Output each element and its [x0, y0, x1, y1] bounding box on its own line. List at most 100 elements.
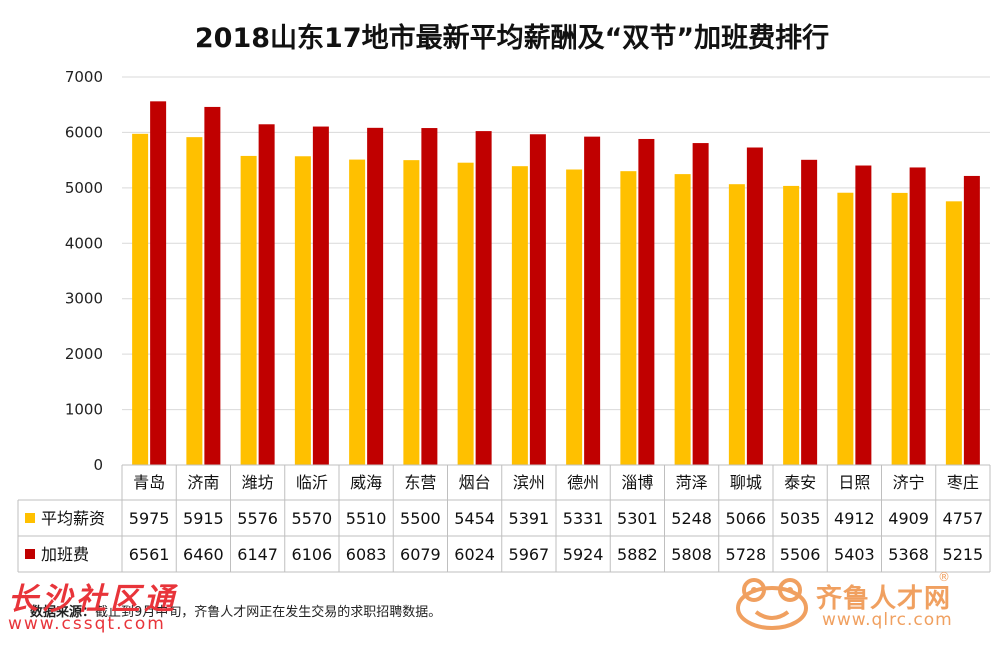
- category-label: 烟台: [459, 473, 491, 492]
- legend-label: 平均薪资: [41, 509, 105, 528]
- bar-salary: [783, 185, 800, 465]
- bar-overtime: [746, 147, 763, 466]
- category-label: 威海: [350, 473, 382, 492]
- category-label: 日照: [838, 473, 870, 492]
- bars: [132, 101, 980, 466]
- category-label: 泰安: [784, 473, 816, 492]
- bar-overtime: [421, 128, 438, 465]
- data-label: 4757: [943, 509, 984, 528]
- data-label: 5403: [834, 545, 875, 564]
- bar-overtime: [475, 131, 492, 466]
- bar-overtime: [801, 159, 818, 465]
- data-label: 5967: [509, 545, 550, 564]
- data-label: 5331: [563, 509, 604, 528]
- category-label: 淄博: [621, 473, 653, 492]
- bar-overtime: [150, 101, 167, 466]
- data-label: 5215: [943, 545, 984, 564]
- category-label: 青岛: [133, 473, 165, 492]
- watermark-right-url: www.qlrc.com: [822, 610, 953, 630]
- bar-salary: [891, 192, 908, 466]
- data-label: 6147: [237, 545, 278, 564]
- y-tick-label: 0: [93, 456, 103, 474]
- data-label: 5915: [183, 509, 224, 528]
- bar-overtime: [204, 106, 221, 465]
- data-label: 5570: [292, 509, 333, 528]
- data-label: 5500: [400, 509, 441, 528]
- bar-salary: [403, 160, 420, 465]
- source-text: 截止到9月中旬，齐鲁人才网正在发生交易的求职招聘数据。: [95, 605, 442, 620]
- y-tick-label: 4000: [65, 234, 103, 252]
- category-label: 济南: [187, 473, 219, 492]
- data-label: 5506: [780, 545, 821, 564]
- data-label: 4909: [888, 509, 929, 528]
- legend-label: 加班费: [41, 545, 89, 564]
- data-label: 5301: [617, 509, 658, 528]
- data-label: 5248: [671, 509, 712, 528]
- bar-overtime: [312, 126, 329, 465]
- legend-swatch: [25, 549, 35, 559]
- data-label: 5576: [237, 509, 278, 528]
- data-label: 5728: [726, 545, 767, 564]
- source-label: 数据来源：: [30, 605, 96, 620]
- y-tick-label: 7000: [65, 68, 103, 86]
- watermark-left-url: www.cssqt.com: [8, 614, 166, 634]
- category-label: 菏泽: [676, 473, 708, 492]
- category-label: 聊城: [730, 473, 762, 492]
- bar-salary: [511, 166, 528, 465]
- y-axis: 0 1000 2000 3000 4000 5000 6000 7000: [65, 68, 103, 474]
- chart-title: 2018山东17地市最新平均薪酬及“双节”加班费排行: [195, 22, 829, 54]
- data-label: 6024: [454, 545, 495, 564]
- bar-salary: [566, 169, 583, 465]
- watermark-left-name: 长沙社区通: [8, 582, 178, 617]
- bar-salary: [620, 171, 637, 465]
- data-label: 5882: [617, 545, 658, 564]
- y-tick-label: 5000: [65, 179, 103, 197]
- data-label: 6460: [183, 545, 224, 564]
- category-label: 东营: [404, 473, 436, 492]
- bar-salary: [837, 192, 854, 465]
- data-label: 6106: [292, 545, 333, 564]
- bar-overtime: [855, 165, 872, 466]
- bar-overtime: [258, 124, 275, 465]
- bar-overtime: [584, 136, 601, 465]
- frog-logo-icon: [736, 578, 808, 630]
- registered-mark: ®: [938, 570, 950, 584]
- legend-swatch: [25, 513, 35, 523]
- y-tick-label: 3000: [65, 290, 103, 308]
- data-label: 5368: [888, 545, 929, 564]
- data-label: 6079: [400, 545, 441, 564]
- bar-salary: [728, 184, 745, 465]
- category-label: 枣庄: [947, 473, 979, 492]
- bar-overtime: [692, 143, 709, 465]
- watermark-right: 齐鲁人才网 www.qlrc.com ®: [732, 570, 992, 634]
- bar-salary: [132, 133, 149, 466]
- bar-salary: [240, 155, 257, 465]
- data-label: 5510: [346, 509, 387, 528]
- y-tick-label: 2000: [65, 345, 103, 363]
- data-label: 5808: [671, 545, 712, 564]
- data-label: 5391: [509, 509, 550, 528]
- category-label: 滨州: [513, 473, 545, 492]
- bar-salary: [186, 137, 203, 465]
- data-label: 6561: [129, 545, 170, 564]
- data-label: 4912: [834, 509, 875, 528]
- y-tick-label: 6000: [65, 123, 103, 141]
- bar-salary: [945, 201, 962, 465]
- data-label: 5035: [780, 509, 821, 528]
- bar-salary: [349, 159, 366, 466]
- data-label: 5066: [726, 509, 767, 528]
- source-note: 数据来源：截止到9月中旬，齐鲁人才网正在发生交易的求职招聘数据。: [30, 601, 441, 620]
- data-label: 6083: [346, 545, 387, 564]
- bar-salary: [457, 162, 474, 465]
- bar-salary: [674, 174, 691, 466]
- category-label: 潍坊: [242, 473, 274, 492]
- watermark-left: 长沙社区通 www.cssqt.com: [8, 574, 178, 634]
- bar-overtime: [529, 134, 546, 465]
- data-label: 5975: [129, 509, 170, 528]
- data-label: 5454: [454, 509, 495, 528]
- bar-overtime: [367, 127, 384, 465]
- category-label: 临沂: [296, 473, 328, 492]
- category-label: 济宁: [893, 473, 925, 492]
